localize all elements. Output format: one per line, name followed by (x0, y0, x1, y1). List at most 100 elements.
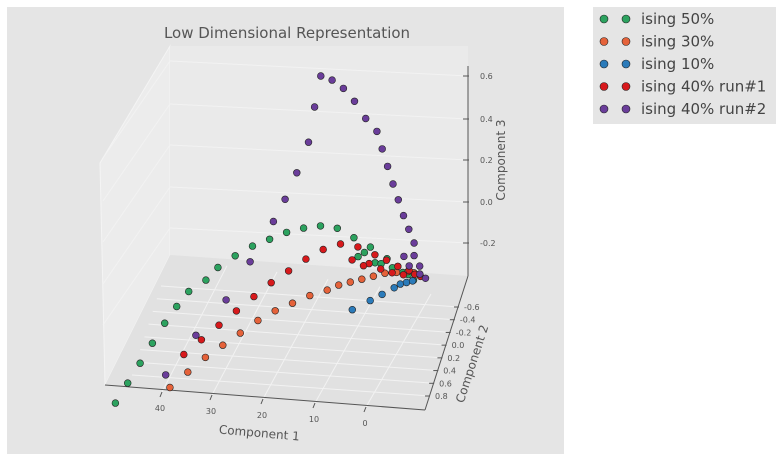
scatter-point (373, 127, 381, 136)
scatter-point (214, 263, 222, 272)
scatter-point (335, 281, 343, 289)
scatter-point (366, 296, 374, 305)
scatter-point (323, 286, 331, 294)
scatter-point (236, 329, 245, 337)
y-tick-label: 0.2 (447, 354, 460, 363)
y-grid-line (131, 374, 431, 397)
x-tick-mark (312, 402, 316, 409)
scatter-point (184, 368, 192, 376)
y-tick-label: 0.0 (452, 341, 465, 350)
z-grid-line (169, 186, 469, 203)
y-tick-label: -0.4 (460, 316, 476, 325)
scatter-point (339, 84, 348, 93)
scatter-point (399, 211, 408, 220)
scatter-point (371, 251, 379, 259)
scatter-point (378, 290, 386, 299)
scatter-point (231, 252, 239, 260)
scatter-point (304, 138, 313, 146)
legend-marker (621, 104, 631, 114)
scatter-point (416, 262, 424, 270)
scatter-point (410, 239, 418, 247)
x-tick-mark (363, 406, 367, 413)
y-grid-line (148, 323, 447, 346)
y-grid-line (136, 361, 435, 384)
scatter-point (382, 256, 391, 264)
y-tick-label: 0.4 (443, 367, 456, 376)
y-grid-line (152, 310, 451, 333)
scatter-point (348, 256, 356, 264)
legend-marker (621, 37, 631, 46)
x-tick-label: 10 (309, 415, 319, 424)
x-tick-label: 30 (206, 407, 216, 416)
chart-title: Low Dimensional Representation (164, 24, 410, 42)
scatter-point (405, 225, 413, 234)
scatter-point (348, 306, 356, 314)
z-grid-line-left (102, 60, 171, 159)
scatter-point (362, 114, 370, 123)
scatter-point (359, 262, 368, 270)
x-tick-mark (159, 391, 163, 398)
scatter-point (410, 251, 418, 260)
scatter-points (111, 72, 430, 407)
scatter-point (293, 169, 301, 177)
scatter-point (408, 277, 417, 285)
scatter-point (219, 341, 227, 349)
legend-marker (599, 82, 609, 91)
x-grid-line (211, 271, 278, 396)
legend-label: ising 30% (641, 33, 714, 51)
scatter-point (378, 145, 386, 153)
y-tick-label: 0.8 (435, 392, 448, 401)
scatter-point (148, 339, 157, 347)
scatter-point (192, 331, 200, 339)
scatter-point (388, 269, 396, 277)
legend-marker (599, 59, 609, 69)
x-grid-line (262, 279, 329, 400)
scatter-point (383, 162, 392, 171)
y-tick-label: 0.6 (439, 379, 452, 388)
scatter-point (302, 255, 310, 263)
scatter-point (350, 97, 359, 106)
z-tick-label: 0.2 (480, 156, 493, 165)
scatter-point (111, 399, 120, 407)
z-tick-label: 0.4 (480, 115, 493, 124)
scatter-point (346, 278, 354, 286)
scatter-point (371, 259, 379, 267)
scatter-point (369, 272, 378, 280)
x-grid-line (365, 293, 432, 408)
legend-marker (599, 14, 609, 24)
x-grid-line (161, 265, 228, 393)
y-grid-line (156, 298, 455, 321)
x-tick-mark (260, 398, 264, 405)
scatter-point (400, 252, 408, 261)
x-axis-ticks: 40 30 20 10 0 (155, 391, 368, 428)
scatter-point (354, 252, 362, 261)
scatter-point (310, 103, 319, 111)
scatter-point (389, 180, 397, 188)
scatter-point (271, 307, 279, 315)
scatter-point (180, 350, 188, 359)
z-grid-line-left (102, 227, 171, 326)
scatter-point (306, 291, 314, 300)
legend-label: ising 40% run#1 (641, 78, 766, 96)
scatter-point (358, 275, 366, 283)
scatter-point (265, 235, 274, 244)
x-tick-mark (209, 394, 213, 401)
scatter-point (394, 196, 402, 204)
scatter-point (317, 72, 325, 80)
y-tick-label: -0.6 (464, 303, 480, 312)
scatter-point (123, 379, 132, 387)
scatter-point (336, 240, 345, 248)
scatter-point (222, 296, 230, 304)
scatter-point (161, 319, 169, 327)
y-axis-ticks: -0.6 -0.4 -0.2 0.0 0.2 0.4 0.6 0.8 (425, 303, 480, 401)
y-axis-line (424, 275, 469, 411)
legend-label: ising 50% (641, 10, 714, 28)
z-axis-title: Component 3 (494, 119, 508, 200)
scatter-point (416, 270, 424, 278)
z-grid-line-left (102, 144, 171, 243)
z-grid-line (169, 103, 469, 120)
z-axis-ticks: 0.6 0.4 0.2 0.0 -0.2 (463, 72, 496, 248)
grid-lines (102, 60, 469, 408)
scatter-point (246, 258, 254, 266)
z-grid-line (169, 144, 469, 161)
